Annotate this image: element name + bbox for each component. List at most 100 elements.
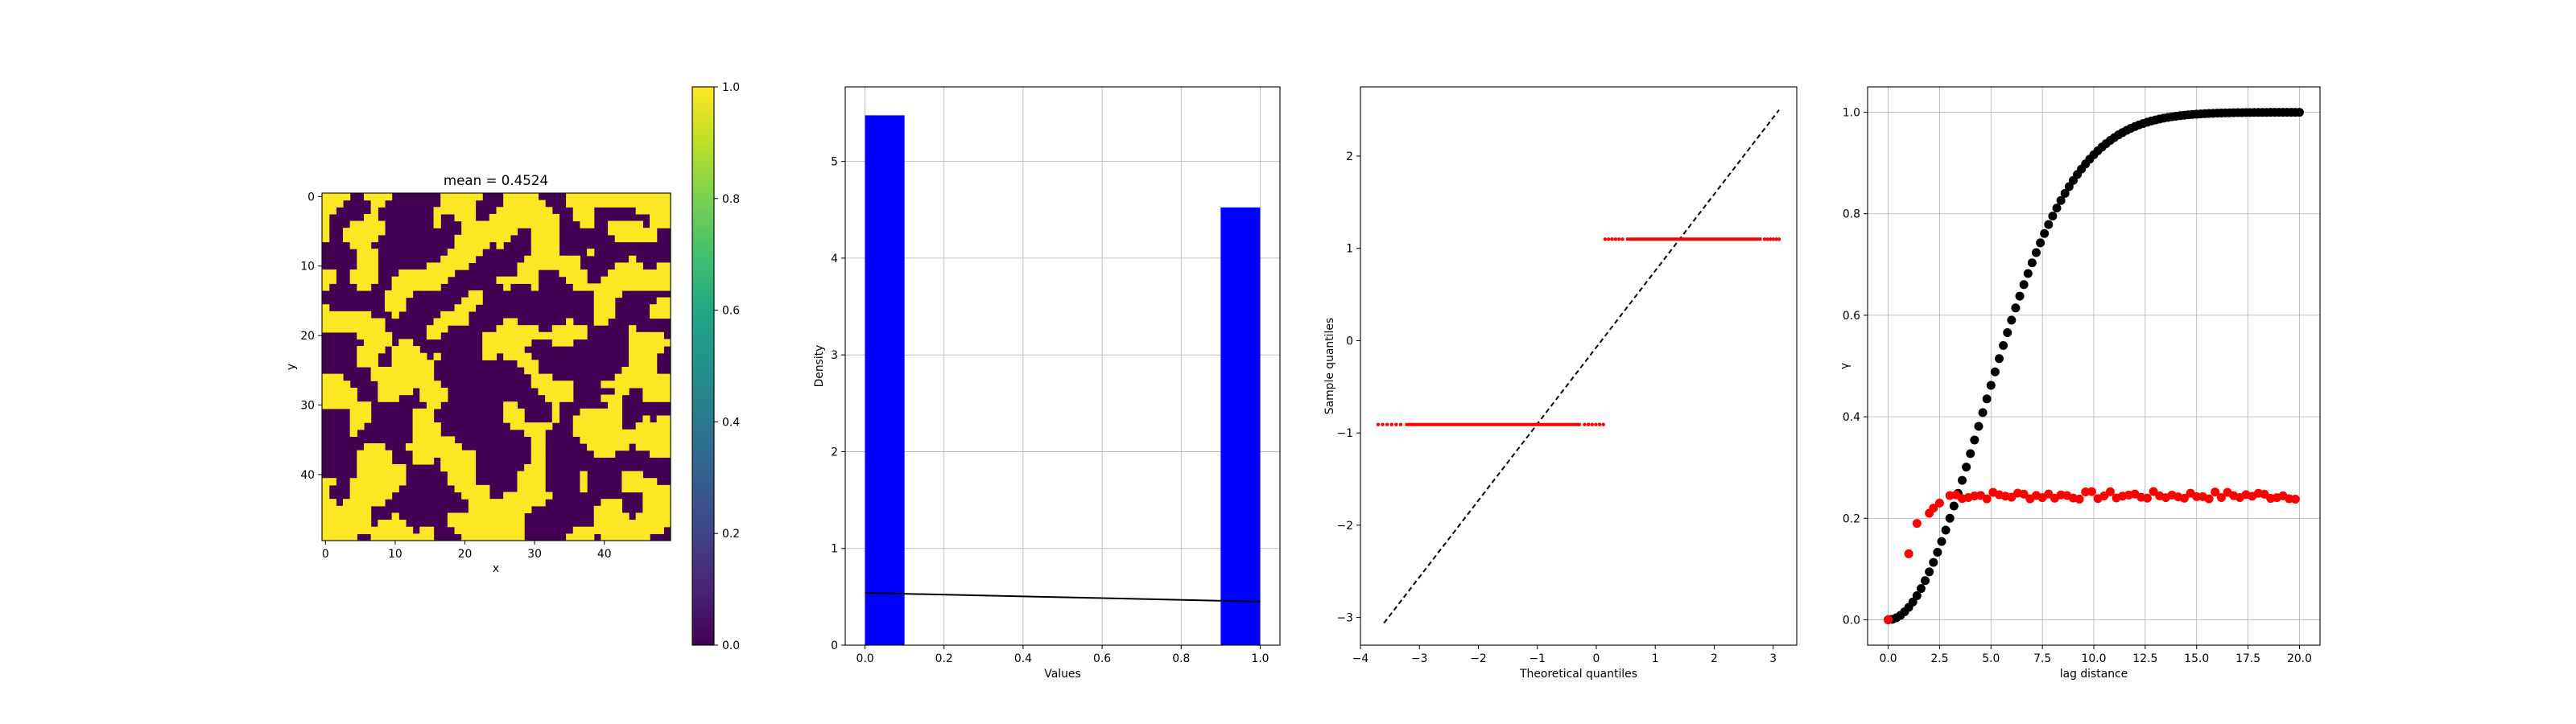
histogram-bar [1220, 207, 1261, 646]
qq-point [1376, 422, 1381, 426]
heatmap-cell [635, 346, 643, 354]
heatmap-cell [342, 311, 351, 319]
heatmap-cell [510, 408, 518, 417]
heatmap-cell [426, 408, 435, 417]
heatmap-cell [454, 512, 462, 520]
variogram-model-point [1990, 367, 2000, 376]
heatmap-cell [572, 526, 581, 534]
heatmap-cell [572, 255, 581, 263]
heatmap-cell [391, 381, 399, 389]
heatmap-cell [656, 422, 664, 430]
heatmap-cell [384, 450, 393, 458]
heatmap-cell [447, 520, 456, 528]
heatmap-y-tick-label: 40 [300, 469, 315, 482]
heatmap-cell [517, 478, 525, 486]
heatmap-cell [412, 457, 420, 465]
heatmap-cell [426, 422, 435, 430]
heatmap-cell [440, 262, 448, 270]
heatmap-cell [384, 339, 393, 347]
variogram-empirical-point [2149, 487, 2158, 496]
heatmap-cell [370, 471, 378, 479]
heatmap-cell [621, 193, 630, 201]
heatmap-cell [656, 207, 664, 215]
heatmap-cell [391, 394, 399, 402]
heatmap-cell [322, 373, 330, 381]
heatmap-cell [378, 200, 386, 208]
heatmap-cell [328, 520, 336, 528]
heatmap-cell [398, 387, 407, 396]
heatmap-cell [517, 408, 525, 417]
heatmap-cell [510, 526, 518, 534]
variogram-model-point [1982, 394, 1992, 404]
heatmap-cell [489, 331, 497, 340]
qq-point [1597, 422, 1602, 426]
heatmap-cell [593, 318, 601, 326]
heatmap-cell [405, 360, 414, 368]
heatmap-cell [419, 283, 427, 291]
heatmap-cell [357, 499, 365, 507]
histogram-x-tick-label: 1.0 [1251, 652, 1269, 665]
heatmap-cell [363, 443, 372, 451]
heatmap-cell [608, 228, 616, 236]
heatmap-cell [580, 484, 588, 493]
heatmap-cell [454, 262, 462, 270]
heatmap-cell [608, 520, 616, 528]
heatmap-x-tick-label: 10 [388, 548, 402, 561]
heatmap-cell [405, 283, 414, 291]
heatmap-cell [545, 207, 553, 215]
heatmap-cell [363, 339, 372, 347]
heatmap-cell [580, 276, 588, 284]
heatmap-cell [524, 213, 532, 222]
heatmap-cell [405, 526, 414, 534]
heatmap-cell [635, 429, 643, 437]
qq-point [1381, 422, 1385, 426]
heatmap-cell [342, 381, 351, 389]
heatmap-cell [370, 220, 378, 228]
heatmap-cell [551, 401, 560, 409]
heatmap-cell [517, 484, 525, 493]
heatmap-cell [524, 478, 532, 486]
heatmap-cell [384, 331, 393, 340]
variogram-y-tick-label: 0.8 [1843, 208, 1860, 221]
heatmap-cell [593, 512, 601, 520]
heatmap-cell [601, 408, 609, 417]
heatmap-cell [426, 457, 435, 465]
heatmap-cell [391, 276, 399, 284]
heatmap-cell [412, 360, 420, 368]
variogram-model-point [1941, 525, 1951, 535]
heatmap-cell [461, 255, 469, 263]
heatmap-cell [621, 262, 630, 270]
heatmap-cell [468, 193, 477, 201]
heatmap-cell [349, 387, 357, 396]
heatmap-cell [384, 304, 393, 312]
heatmap-cell [433, 283, 441, 291]
heatmap-cell [419, 533, 427, 541]
heatmap-cell [370, 352, 378, 360]
colorbar-ticks: 0.0 0.2 0.4 0.6 0.8 1.0 [714, 81, 740, 652]
heatmap-cell [650, 304, 658, 312]
heatmap-cell [517, 339, 525, 347]
heatmap-cell [621, 436, 630, 444]
heatmap-cell [580, 526, 588, 534]
variogram-model-point [1974, 422, 1984, 431]
variogram-model-point [2027, 258, 2037, 268]
heatmap-cell [656, 297, 664, 305]
heatmap-cell [336, 512, 344, 520]
heatmap-cell [663, 207, 671, 215]
heatmap-cell [342, 387, 351, 396]
heatmap-cell [357, 311, 365, 319]
heatmap-cell [530, 193, 539, 201]
heatmap-cell [482, 346, 490, 354]
heatmap-cell [461, 234, 469, 243]
heatmap-cell [503, 505, 511, 514]
heatmap-cell [475, 228, 483, 236]
heatmap-cell [357, 526, 365, 534]
heatmap-cell [621, 443, 630, 451]
heatmap-cell [363, 484, 372, 493]
heatmap-cell [349, 499, 357, 507]
qq-x-tick-label: 3 [1769, 652, 1777, 665]
heatmap-y-tick-label: 30 [300, 400, 315, 413]
heatmap-cell [551, 339, 560, 347]
heatmap-cell [608, 297, 616, 305]
